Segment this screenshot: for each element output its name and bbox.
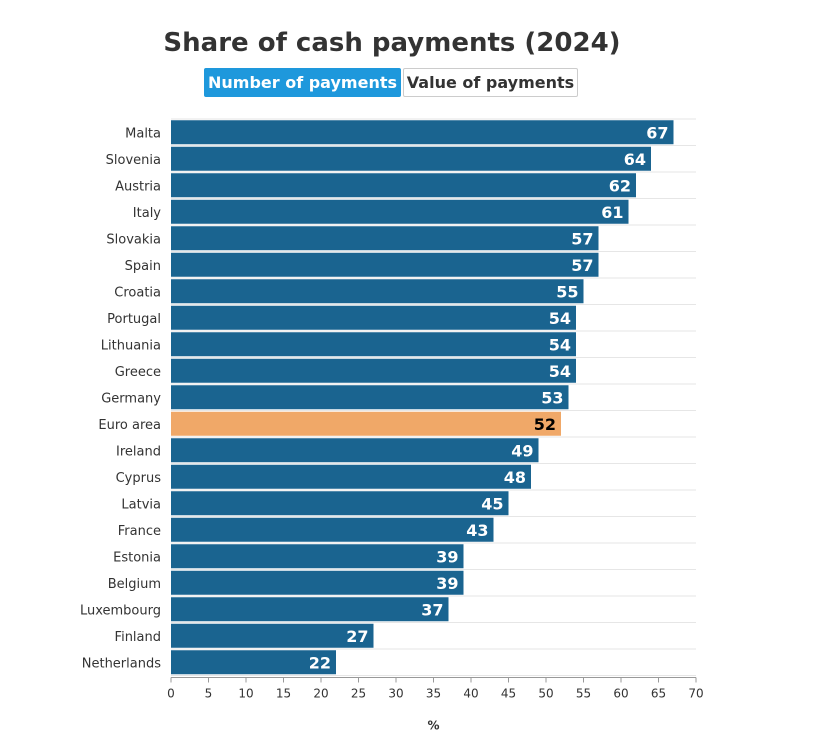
category-label: Malta — [125, 126, 161, 141]
bar-finland[interactable] — [171, 623, 374, 648]
x-tick-label: 60 — [613, 687, 628, 701]
value-label: 55 — [556, 282, 578, 301]
category-label: Netherlands — [82, 656, 161, 671]
bar-cyprus[interactable] — [171, 464, 531, 489]
category-labels: Malta Slovenia Austria Italy Slovakia Spain Cr… — [80, 126, 161, 671]
bar-luxembourg[interactable] — [171, 597, 449, 622]
bar-greece[interactable] — [171, 358, 576, 383]
x-tick-label: 10 — [238, 687, 253, 701]
value-label: 57 — [571, 256, 593, 275]
value-label: 48 — [504, 468, 526, 487]
category-label: Slovakia — [106, 232, 161, 247]
category-label: Estonia — [113, 550, 161, 565]
category-label: Italy — [133, 206, 162, 221]
category-label: Lithuania — [101, 338, 161, 353]
category-label: Cyprus — [116, 471, 162, 486]
bar-france[interactable] — [171, 517, 494, 542]
value-label: 54 — [549, 335, 571, 354]
category-label: Finland — [115, 630, 161, 645]
value-label: 45 — [481, 494, 503, 513]
value-label: 39 — [436, 547, 458, 566]
bar-belgium[interactable] — [171, 570, 464, 595]
bar-lithuania[interactable] — [171, 332, 576, 357]
bar-slovenia[interactable] — [171, 146, 651, 171]
category-label: Spain — [125, 259, 161, 274]
x-axis-label: % — [427, 719, 439, 733]
value-label: 43 — [466, 521, 488, 540]
value-label: 37 — [421, 600, 443, 619]
x-tick-label: 30 — [388, 687, 403, 701]
category-label: Slovenia — [106, 153, 161, 168]
x-tick-label: 50 — [538, 687, 553, 701]
bar-netherlands[interactable] — [171, 650, 336, 675]
x-tick-label: 70 — [688, 687, 703, 701]
x-tick-label: 0 — [167, 687, 175, 701]
bars — [171, 120, 674, 675]
bar-slovakia[interactable] — [171, 226, 599, 251]
category-label: Greece — [115, 365, 161, 380]
bar-italy[interactable] — [171, 199, 629, 224]
value-label: 22 — [309, 653, 331, 672]
x-tick-label: 35 — [426, 687, 441, 701]
value-label: 62 — [609, 176, 631, 195]
value-label: 53 — [541, 388, 563, 407]
category-label: Luxembourg — [80, 603, 161, 618]
value-label: 27 — [346, 627, 368, 646]
value-label: 57 — [571, 229, 593, 248]
value-label: 61 — [601, 203, 623, 222]
category-label: Croatia — [114, 285, 161, 300]
category-label: Belgium — [108, 577, 161, 592]
x-tick-label: 65 — [651, 687, 666, 701]
bar-spain[interactable] — [171, 252, 599, 277]
category-label: Germany — [101, 391, 161, 406]
bar-malta[interactable] — [171, 120, 674, 145]
category-label: Portugal — [107, 312, 161, 327]
category-label: Latvia — [121, 497, 161, 512]
value-label: 49 — [511, 441, 533, 460]
chart-title: Share of cash payments (2024) — [163, 28, 621, 58]
bar-germany[interactable] — [171, 385, 569, 410]
category-label: Ireland — [116, 444, 161, 459]
value-label: 54 — [549, 309, 571, 328]
gridlines — [171, 118, 696, 676]
bar-portugal[interactable] — [171, 305, 576, 330]
x-tick-label: 45 — [501, 687, 516, 701]
value-label: 67 — [646, 123, 668, 142]
bar-euro-area[interactable] — [171, 411, 561, 436]
x-tick-label: 5 — [205, 687, 213, 701]
value-of-payments-button[interactable]: Value of payments — [403, 68, 578, 97]
x-tick-label: 25 — [351, 687, 366, 701]
x-axis-ticks: 0 5 10 15 20 25 30 35 40 45 50 55 60 65 70 — [167, 677, 704, 701]
number-of-payments-button[interactable]: Number of payments — [204, 68, 401, 97]
x-tick-label: 55 — [576, 687, 591, 701]
category-label: Austria — [115, 179, 161, 194]
bar-latvia[interactable] — [171, 491, 509, 516]
value-label: 54 — [549, 362, 571, 381]
category-label: Euro area — [98, 418, 161, 433]
bar-croatia[interactable] — [171, 279, 584, 304]
bar-austria[interactable] — [171, 173, 636, 198]
x-tick-label: 15 — [276, 687, 291, 701]
value-label: 64 — [624, 150, 646, 169]
value-label: 39 — [436, 574, 458, 593]
x-tick-label: 20 — [313, 687, 328, 701]
category-label: France — [118, 524, 161, 539]
x-tick-label: 40 — [463, 687, 478, 701]
value-label: 52 — [534, 415, 556, 434]
bar-ireland[interactable] — [171, 438, 539, 463]
bar-estonia[interactable] — [171, 544, 464, 569]
